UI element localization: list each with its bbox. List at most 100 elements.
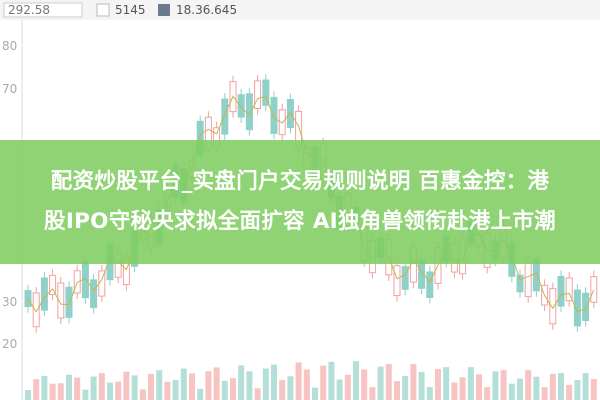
volume-bar <box>443 367 450 400</box>
volume-bar <box>533 376 540 400</box>
volume-bar <box>541 387 548 400</box>
axis-label: 30 <box>2 295 17 309</box>
volume-bar <box>402 375 409 400</box>
candle <box>393 265 401 297</box>
candle <box>237 94 245 118</box>
volume-bar <box>295 362 302 400</box>
volume-bar <box>230 378 236 400</box>
volume-bar <box>139 389 146 400</box>
banner: 配资炒股平台_实盘门户交易规则说明 百惠金控：港 股IPO守秘央求拟全面扩容 A… <box>0 140 600 264</box>
volume-bar <box>369 387 376 400</box>
volume-bar <box>246 371 253 400</box>
volume-bar <box>410 364 417 400</box>
volume-bar <box>353 361 359 400</box>
volume-bar <box>582 373 589 400</box>
candle <box>549 288 557 325</box>
volume-bar <box>287 376 294 400</box>
candle <box>557 275 565 307</box>
candle <box>40 277 48 311</box>
volume-bar <box>525 370 532 400</box>
candle <box>565 277 573 302</box>
axis-label: 80 <box>2 39 17 53</box>
volume-bar <box>418 371 425 400</box>
volume-bar <box>262 368 269 400</box>
volume-bar <box>484 387 491 400</box>
candle <box>270 96 278 134</box>
candle <box>278 109 286 136</box>
volume-bar <box>25 390 31 400</box>
candle <box>524 262 532 298</box>
banner-line: 股IPO守秘央求拟全面扩容 AI独角兽领衔赴港上市潮 <box>44 209 556 234</box>
legend-item: 292.58 <box>8 3 50 17</box>
volume-bar <box>41 376 48 400</box>
volume-bar <box>500 370 507 400</box>
volume-bar <box>156 370 163 400</box>
banner-line: 配资炒股平台_实盘门户交易规则说明 百惠金控：港 <box>50 169 550 194</box>
volume-bar <box>435 368 441 400</box>
volume-bar <box>312 387 318 400</box>
candle <box>65 286 73 318</box>
candle <box>57 282 65 319</box>
volume-bar <box>394 380 400 400</box>
volume-bar <box>197 388 204 400</box>
legend-item: 18.36.645 <box>176 3 237 17</box>
volume-bar <box>123 371 130 400</box>
volume-bar <box>66 374 72 400</box>
legend-swatch <box>158 4 170 16</box>
volume-bar <box>213 367 220 400</box>
volume-bar <box>164 381 171 400</box>
candle <box>426 271 434 298</box>
volume-bar <box>492 371 499 400</box>
volume-bar <box>33 379 40 400</box>
volume-bar <box>131 375 138 400</box>
volume-bar <box>107 382 113 400</box>
volume-bar <box>426 387 433 400</box>
candle <box>286 99 294 129</box>
volume-bar <box>148 373 154 400</box>
candle <box>401 266 409 290</box>
axis-label: 70 <box>2 82 17 96</box>
volume-bar <box>279 380 286 400</box>
legend-box <box>3 2 83 18</box>
candle <box>590 276 598 303</box>
volume-bar <box>476 374 482 400</box>
volume-bar <box>377 366 384 400</box>
volume-bar <box>172 379 179 400</box>
volume-bar <box>303 369 310 400</box>
volume-bar <box>566 384 573 400</box>
volume-bar <box>115 381 122 400</box>
volume-bar <box>254 388 261 400</box>
volume-bar <box>320 365 327 400</box>
candle <box>73 270 81 294</box>
volume-bar <box>328 361 335 400</box>
legend-bar <box>0 0 600 20</box>
volume-bar <box>336 379 343 400</box>
candle <box>49 274 57 296</box>
candle <box>573 289 581 327</box>
candle <box>262 79 270 106</box>
volume-bar <box>205 371 212 400</box>
volume-bar <box>180 368 187 400</box>
volume-bar <box>82 389 89 400</box>
volume-bar <box>451 382 458 400</box>
volume-bar <box>57 383 64 400</box>
volume-bar <box>549 373 556 400</box>
volume-bar <box>385 364 392 400</box>
volume-bar <box>98 373 105 400</box>
legend-swatch <box>96 3 110 17</box>
volume-bar <box>361 369 368 400</box>
volume-bar <box>90 376 97 400</box>
candle <box>516 274 524 293</box>
volume-bar <box>271 364 277 400</box>
volume-bar <box>590 378 597 400</box>
volume-bar <box>221 380 228 400</box>
legend-item: 5145 <box>115 3 146 17</box>
candle <box>221 98 229 135</box>
volume-bar <box>344 374 351 400</box>
volume-bar <box>49 383 56 400</box>
volume-bar <box>508 383 515 400</box>
candle <box>90 279 98 309</box>
candle <box>254 80 262 109</box>
volume-bar <box>238 365 245 400</box>
